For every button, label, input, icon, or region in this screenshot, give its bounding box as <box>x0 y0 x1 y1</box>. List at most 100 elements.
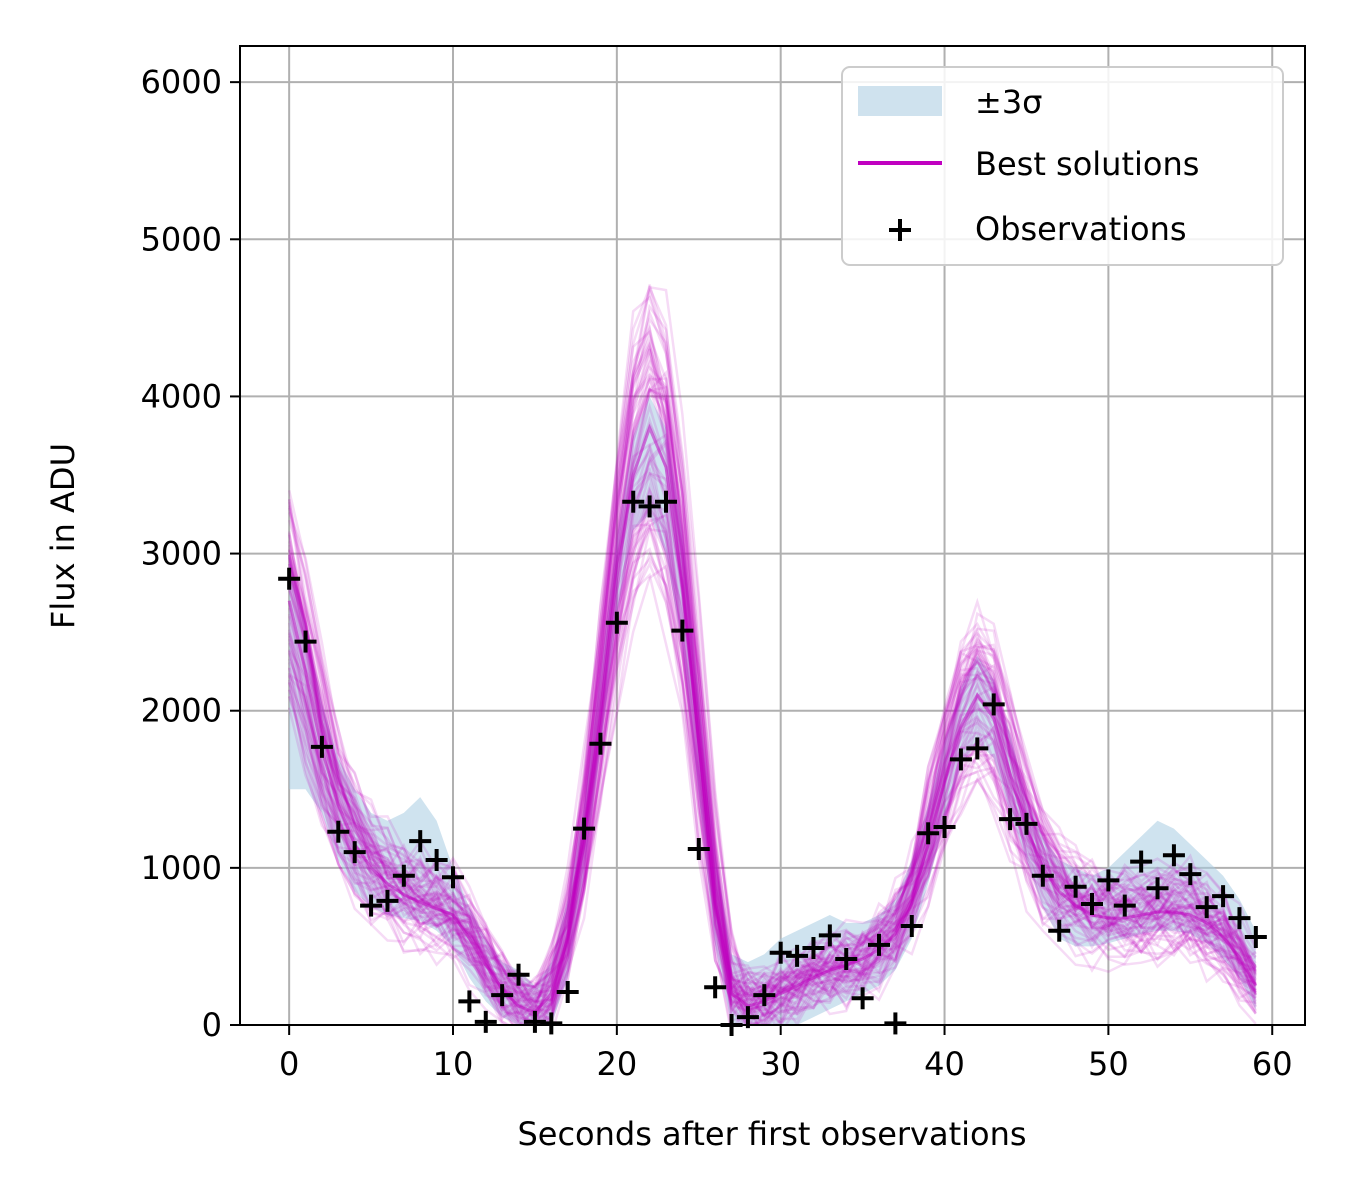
observation-point <box>818 924 841 947</box>
observation-point <box>786 944 809 967</box>
solution-line <box>287 523 1257 1025</box>
observation-point <box>1097 869 1120 892</box>
solution-line <box>287 340 1257 1017</box>
observation-point <box>376 889 399 912</box>
x-tick-label: 60 <box>1252 1045 1293 1083</box>
observation-point <box>1081 893 1103 915</box>
y-axis-ticks: 0 1000 2000 3000 4000 5000 6000 <box>141 63 240 1044</box>
solution-line <box>287 373 1257 1017</box>
observation-point <box>474 1010 497 1033</box>
solution-line <box>288 438 1257 1008</box>
solution-line <box>287 522 1257 1025</box>
y-tick-label: 4000 <box>141 377 222 415</box>
y-tick-label: 2000 <box>141 692 222 730</box>
observation-point <box>802 937 825 959</box>
solution-line <box>288 369 1257 1023</box>
x-tick-label: 10 <box>433 1045 474 1083</box>
legend-line-label: Best solutions <box>975 145 1199 183</box>
observation-point <box>1113 894 1136 917</box>
observation-point <box>900 915 923 937</box>
solution-line <box>288 506 1257 1025</box>
observation-point <box>671 619 694 642</box>
legend-marker-swatch <box>889 219 911 241</box>
solution-line <box>287 441 1257 1025</box>
observation-point <box>589 732 612 755</box>
observation-point <box>294 630 317 653</box>
legend-band-label: ±3σ <box>975 83 1042 121</box>
solution-line <box>287 329 1257 1025</box>
observation-point <box>868 933 890 956</box>
solution-line <box>287 385 1257 1025</box>
observation-point <box>605 611 628 634</box>
observation-point <box>343 841 366 864</box>
solution-line <box>287 339 1257 1019</box>
observation-point <box>491 984 514 1007</box>
x-tick-label: 40 <box>924 1045 965 1083</box>
x-axis-label: Seconds after first observations <box>517 1115 1026 1153</box>
observation-point <box>704 976 727 999</box>
observation-point <box>458 990 481 1013</box>
observation-point <box>278 567 301 590</box>
solution-line <box>287 572 1257 1025</box>
observation-point <box>769 941 792 964</box>
solution-line <box>287 377 1257 1009</box>
observation-point <box>425 849 448 871</box>
observation-point <box>622 490 645 513</box>
observations-layer <box>278 490 1267 1036</box>
solution-line <box>288 309 1257 1000</box>
y-axis-label: Flux in ADU <box>44 443 82 629</box>
solution-line <box>288 528 1257 1025</box>
solution-line <box>288 501 1257 1019</box>
solution-line <box>287 353 1257 1002</box>
observation-point <box>507 963 530 986</box>
solution-line <box>287 551 1257 1025</box>
observation-point <box>1031 864 1054 887</box>
solution-line <box>287 345 1257 1000</box>
solution-line <box>287 557 1257 1025</box>
solution-line <box>287 333 1257 1000</box>
solution-line <box>287 561 1257 1025</box>
observation-point <box>573 817 596 840</box>
solution-line <box>287 324 1257 1017</box>
observation-point <box>851 987 874 1010</box>
y-tick-label: 5000 <box>141 220 222 258</box>
solution-line <box>287 514 1257 1017</box>
solution-line <box>287 341 1257 1022</box>
solution-line <box>288 442 1257 1016</box>
observation-point <box>655 490 677 513</box>
observation-point <box>540 1012 563 1035</box>
observation-point <box>933 816 956 838</box>
solution-line <box>287 323 1257 1017</box>
observation-point <box>966 737 989 760</box>
y-tick-label: 1000 <box>141 849 222 887</box>
solution-line <box>288 432 1257 1017</box>
observation-point <box>1064 875 1087 898</box>
observation-point <box>392 864 415 887</box>
legend: ±3σ Best solutions Observations <box>841 66 1284 266</box>
observation-point <box>884 1012 907 1035</box>
y-tick-label: 6000 <box>141 63 222 101</box>
solution-line <box>287 402 1257 1004</box>
observation-point <box>310 735 333 758</box>
observation-point <box>687 838 710 860</box>
x-tick-label: 0 <box>279 1045 299 1083</box>
observation-point <box>327 820 350 843</box>
solution-line <box>287 499 1257 1025</box>
solution-line <box>287 471 1257 999</box>
solution-line <box>287 524 1257 1008</box>
solution-line <box>288 511 1257 1003</box>
observation-point <box>1130 850 1153 873</box>
observation-point <box>409 830 432 853</box>
solution-line <box>287 317 1257 1009</box>
x-axis-ticks: 0 10 20 30 40 50 60 <box>279 1025 1293 1083</box>
observation-point <box>1228 907 1251 930</box>
y-tick-label: 0 <box>202 1006 222 1044</box>
observation-point <box>982 693 1005 716</box>
solution-line <box>287 284 1257 1018</box>
observation-point <box>753 984 776 1007</box>
observation-point <box>949 748 972 771</box>
observation-point <box>1162 844 1185 867</box>
observation-point <box>1146 877 1169 900</box>
observation-point <box>1179 863 1202 886</box>
